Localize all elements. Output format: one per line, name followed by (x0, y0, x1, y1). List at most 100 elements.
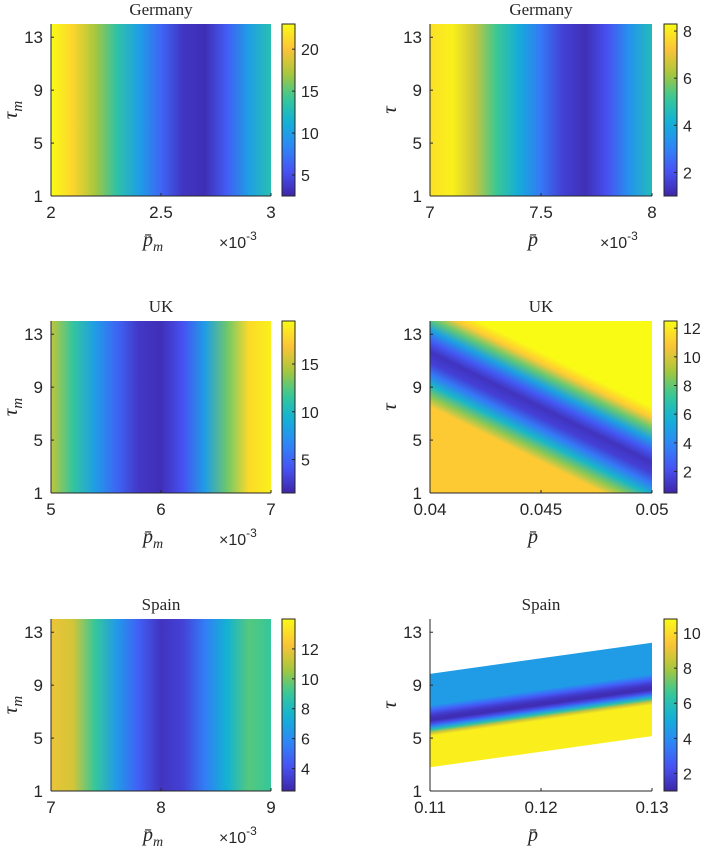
y-axis-label: τm (0, 398, 26, 417)
chart-title: Germany (129, 0, 193, 19)
colorbar-tick-label: 10 (301, 672, 319, 689)
y-tick-label: 13 (403, 325, 422, 344)
panel-5: Spain 7 8 9 1 5 9 13 p̄m ×10-3 τm 4 6 8 10 12 (0, 595, 319, 850)
colorbar-gradient (281, 320, 296, 494)
colorbar-tick-label: 4 (683, 118, 692, 135)
colorbar-gradient (663, 618, 678, 792)
y-tick-label: 9 (34, 81, 43, 100)
y-axis-label: τm (0, 696, 26, 715)
x-tick-label: 8 (156, 798, 165, 817)
y-tick-label: 9 (413, 676, 422, 695)
colorbar-tick-label: 12 (301, 642, 319, 659)
y-axis-label: τ (377, 402, 401, 411)
y-tick-label: 1 (413, 484, 422, 503)
colorbar-tick-label: 2 (683, 165, 692, 182)
chart-title: Spain (522, 595, 561, 614)
y-tick-label: 9 (413, 81, 422, 100)
y-tick-label: 9 (34, 676, 43, 695)
heatmap-field (430, 619, 652, 791)
chart-title: Spain (142, 595, 181, 614)
y-tick-label: 1 (34, 187, 43, 206)
colorbar: 5 10 15 20 (281, 23, 319, 197)
x-exponent-label: ×10-3 (219, 229, 257, 252)
x-tick-label: 0.12 (524, 798, 557, 817)
x-tick-label: 2 (46, 203, 55, 222)
x-tick-label: 7 (46, 798, 55, 817)
x-axis-label: p̄m (141, 824, 163, 850)
x-tick-label: 8 (647, 203, 656, 222)
x-tick-label: 2.5 (149, 203, 173, 222)
chart-title: UK (529, 297, 554, 316)
x-axis-label: p̄m (141, 229, 163, 255)
colorbar: 5 10 15 (281, 320, 319, 494)
colorbar-tick-label: 12 (683, 321, 701, 338)
x-tick-label: 0.11 (414, 798, 446, 817)
colorbar-tick-label: 6 (683, 71, 692, 88)
x-axis-label: p̄m (141, 526, 163, 552)
colorbar-tick-label: 15 (301, 357, 319, 374)
colorbar: 2 4 6 8 10 12 (663, 320, 701, 494)
y-tick-label: 5 (34, 134, 43, 153)
panel-2: Germany 7 7.5 8 1 5 9 13 p̄ ×10-3 τ 2 4 6 8 (377, 0, 692, 252)
y-tick-label: 5 (413, 431, 422, 450)
x-exponent-label: ×10-3 (219, 824, 257, 847)
x-tick-label: 7 (425, 203, 434, 222)
colorbar-tick-label: 2 (683, 766, 692, 783)
colorbar-tick-label: 6 (301, 732, 310, 749)
colorbar-tick-label: 10 (683, 626, 701, 643)
y-tick-label: 13 (403, 28, 422, 47)
colorbar-tick-label: 6 (683, 696, 692, 713)
x-tick-label: 0.13 (635, 798, 668, 817)
y-tick-label: 13 (24, 623, 43, 642)
chart-title: UK (149, 297, 174, 316)
x-axis-label: p̄ (526, 824, 538, 846)
colorbar-tick-label: 6 (683, 407, 692, 424)
y-axis-label: τ (377, 105, 401, 114)
panel-6: Spain 0.11 0.12 0.13 1 5 9 13 p̄ τ 2 4 6 8 10 (377, 595, 701, 846)
colorbar-gradient (663, 320, 678, 494)
heatmap-field (51, 321, 271, 493)
x-tick-label: 0.045 (520, 500, 563, 519)
colorbar-gradient (663, 23, 678, 197)
heatmap-field (51, 24, 271, 196)
y-tick-label: 5 (34, 729, 43, 748)
y-tick-label: 5 (413, 134, 422, 153)
y-axis-label: τ (377, 700, 401, 709)
x-exponent-label: ×10-3 (600, 229, 638, 252)
y-tick-label: 1 (413, 187, 422, 206)
x-tick-label: 0.05 (635, 500, 668, 519)
colorbar: 2 4 6 8 (663, 23, 692, 197)
x-tick-label: 5 (46, 500, 55, 519)
colorbar-gradient (281, 618, 296, 792)
colorbar-tick-label: 4 (683, 731, 692, 748)
y-tick-label: 13 (403, 623, 422, 642)
heatmap-field (51, 619, 271, 791)
y-tick-label: 9 (34, 378, 43, 397)
x-tick-label: 6 (156, 500, 165, 519)
y-tick-label: 1 (34, 484, 43, 503)
colorbar-tick-label: 8 (683, 379, 692, 396)
colorbar-tick-label: 10 (301, 126, 319, 143)
y-tick-label: 1 (34, 782, 43, 801)
x-tick-label: 0.04 (413, 500, 446, 519)
colorbar-tick-label: 5 (301, 168, 310, 185)
colorbar-tick-label: 4 (683, 436, 692, 453)
y-tick-label: 5 (413, 729, 422, 748)
panel-4: UK 0.04 0.045 0.05 1 5 9 13 p̄ τ 2 4 6 8 10 12 (377, 297, 701, 548)
y-tick-label: 13 (24, 28, 43, 47)
colorbar-tick-label: 4 (301, 762, 310, 779)
x-tick-label: 3 (266, 203, 275, 222)
colorbar-tick-label: 8 (301, 702, 310, 719)
y-tick-label: 1 (413, 782, 422, 801)
colorbar-gradient (281, 23, 296, 197)
x-tick-label: 9 (266, 798, 275, 817)
x-axis-label: p̄ (526, 229, 538, 251)
y-tick-label: 5 (34, 431, 43, 450)
colorbar-tick-label: 20 (301, 42, 319, 59)
x-tick-label: 7.5 (529, 203, 553, 222)
x-axis-label: p̄ (526, 526, 538, 548)
colorbar-tick-label: 8 (683, 24, 692, 41)
